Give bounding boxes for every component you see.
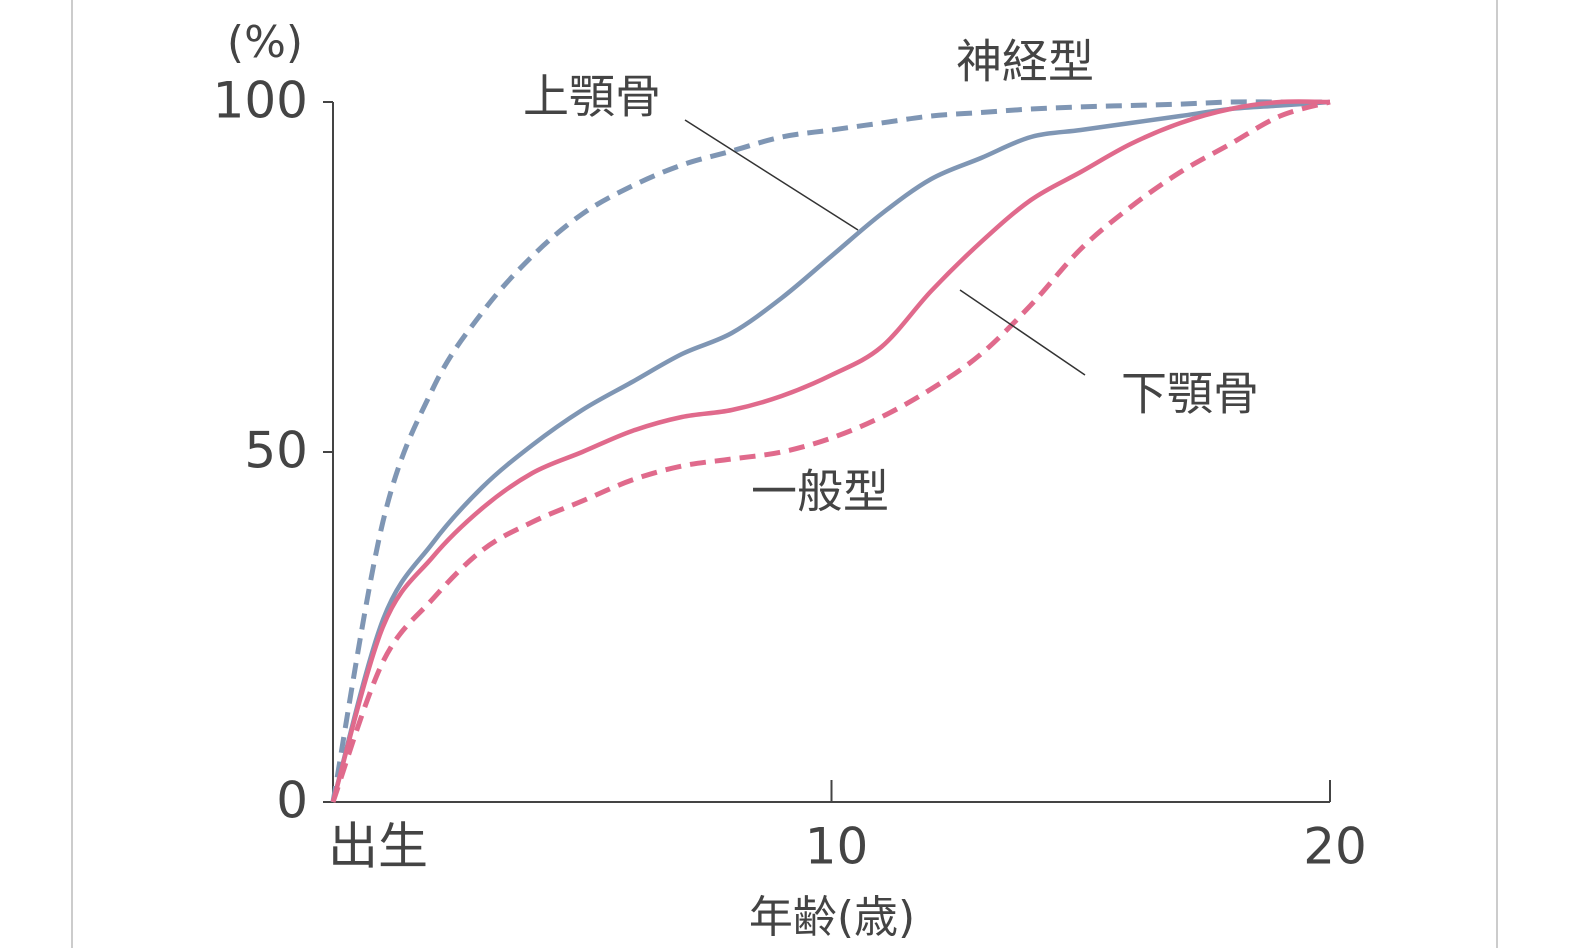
y-unit-label: (%) xyxy=(227,17,303,68)
x-tick-label: 10 xyxy=(805,818,869,876)
x-tick-label: 出生 xyxy=(328,818,428,876)
x-tick-label: 20 xyxy=(1303,818,1367,876)
y-tick-label: 0 xyxy=(276,772,308,830)
series-label: 上顎骨 xyxy=(523,70,661,124)
series-label: 下顎骨 xyxy=(1121,367,1259,421)
series-line xyxy=(330,99,1330,803)
series-label: 神経型 xyxy=(956,35,1094,89)
x-axis-label: 年齢(歳) xyxy=(749,892,915,943)
leader-line xyxy=(959,289,1086,376)
series-line xyxy=(330,99,1331,803)
y-tick-label: 100 xyxy=(213,72,308,130)
y-tick-label: 50 xyxy=(244,422,308,480)
series-line xyxy=(330,99,1331,803)
series-line xyxy=(330,99,1331,803)
leader-line xyxy=(684,119,859,231)
series-label: 一般型 xyxy=(751,465,889,519)
